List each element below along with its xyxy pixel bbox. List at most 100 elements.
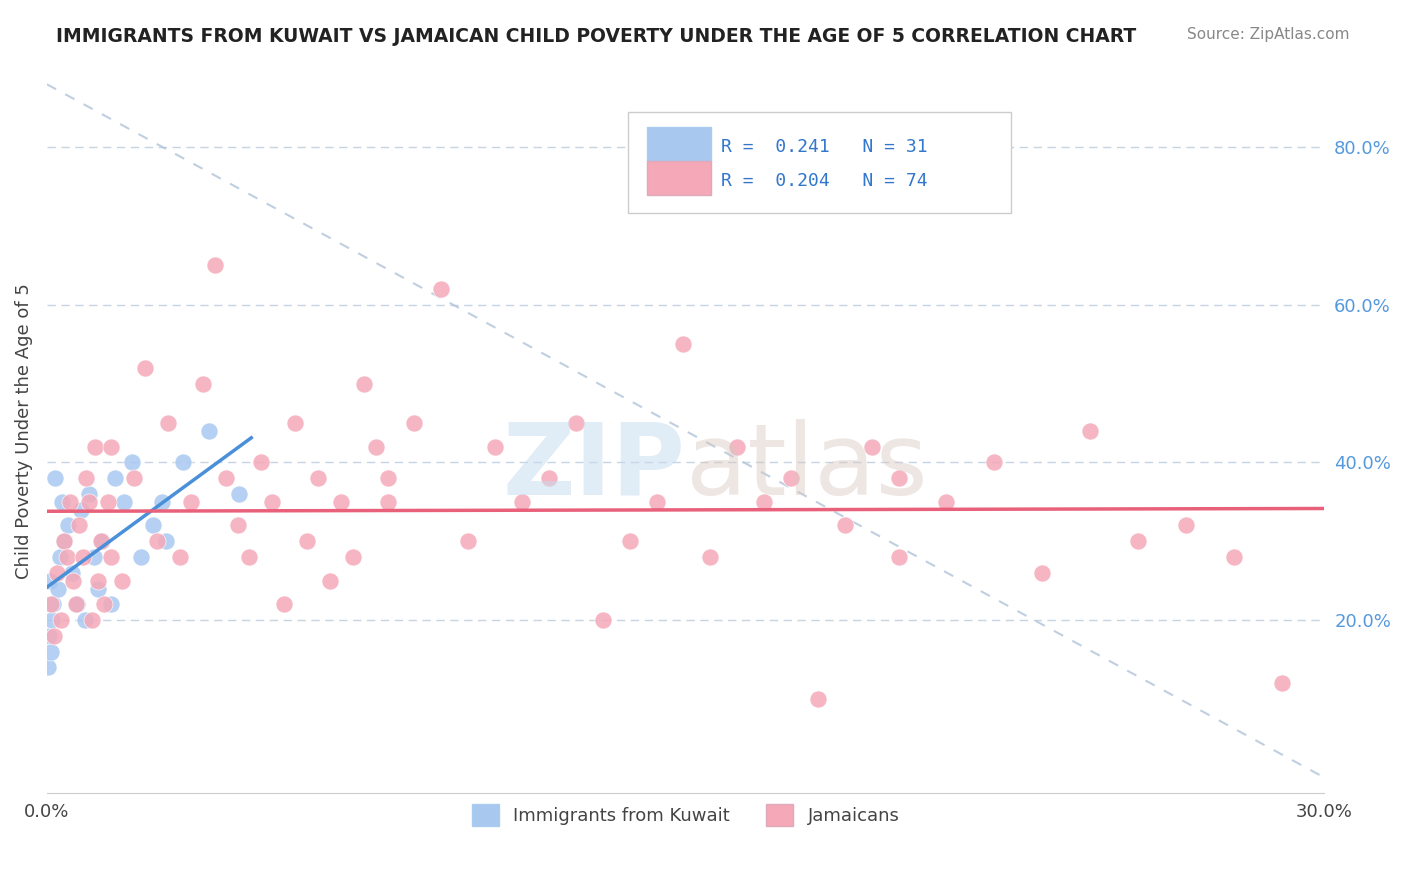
Point [49, 613, 72, 627]
Point [537, 471, 560, 485]
Point [121, 455, 143, 469]
Point [834, 518, 856, 533]
Legend: Immigrants from Kuwait, Jamaicans: Immigrants from Kuwait, Jamaicans [463, 795, 908, 835]
Point [44, 629, 66, 643]
Point [39, 574, 62, 588]
Point [39, 597, 62, 611]
Point [226, 518, 249, 533]
Point [75, 613, 97, 627]
Point [353, 376, 375, 391]
Point [42, 597, 65, 611]
Point [65, 597, 87, 611]
Point [180, 495, 202, 509]
Point [46, 566, 69, 580]
Point [249, 455, 271, 469]
Point [48, 549, 70, 564]
Point [404, 416, 426, 430]
Point [273, 597, 295, 611]
Point [157, 416, 180, 430]
Point [72, 549, 94, 564]
Point [377, 471, 399, 485]
Point [52, 534, 75, 549]
Point [295, 534, 318, 549]
Point [484, 440, 506, 454]
Point [146, 534, 169, 549]
Point [1271, 676, 1294, 690]
Point [112, 495, 135, 509]
Point [93, 597, 115, 611]
Point [44, 471, 66, 485]
Point [191, 376, 214, 391]
Point [330, 495, 353, 509]
Point [215, 471, 238, 485]
Point [84, 440, 107, 454]
Point [91, 534, 114, 549]
Text: atlas: atlas [686, 418, 928, 516]
FancyBboxPatch shape [647, 127, 711, 161]
Point [284, 416, 307, 430]
Point [97, 495, 120, 509]
Point [41, 613, 63, 627]
Point [100, 440, 122, 454]
Point [342, 549, 364, 564]
Point [752, 495, 775, 509]
Text: R =  0.241   N = 31: R = 0.241 N = 31 [721, 137, 928, 156]
Point [619, 534, 641, 549]
Point [699, 549, 721, 564]
Point [377, 495, 399, 509]
Point [860, 440, 883, 454]
Point [887, 549, 910, 564]
Point [83, 549, 105, 564]
Point [87, 582, 110, 596]
Text: ZIP: ZIP [503, 418, 686, 516]
Point [510, 495, 533, 509]
Point [565, 416, 588, 430]
Text: R =  0.204   N = 74: R = 0.204 N = 74 [721, 172, 928, 190]
Point [807, 691, 830, 706]
Text: Source: ZipAtlas.com: Source: ZipAtlas.com [1187, 27, 1350, 42]
Point [197, 424, 219, 438]
Y-axis label: Child Poverty Under the Age of 5: Child Poverty Under the Age of 5 [15, 283, 32, 579]
Point [46, 582, 69, 596]
Point [62, 566, 84, 580]
Point [104, 471, 127, 485]
Point [37, 660, 59, 674]
Point [142, 518, 165, 533]
Point [79, 487, 101, 501]
Point [1126, 534, 1149, 549]
Point [983, 455, 1005, 469]
FancyBboxPatch shape [628, 112, 1011, 213]
Point [172, 455, 194, 469]
Point [90, 534, 112, 549]
Point [87, 574, 110, 588]
Point [129, 549, 152, 564]
Point [935, 495, 957, 509]
Point [672, 337, 695, 351]
Point [887, 471, 910, 485]
Point [457, 534, 479, 549]
Point [100, 549, 122, 564]
Point [364, 440, 387, 454]
Point [319, 574, 342, 588]
Point [645, 495, 668, 509]
Point [51, 495, 73, 509]
Point [238, 549, 260, 564]
Point [56, 549, 79, 564]
Point [1078, 424, 1101, 438]
Point [228, 487, 250, 501]
Point [262, 495, 284, 509]
Point [592, 613, 614, 627]
Point [169, 549, 191, 564]
Point [307, 471, 329, 485]
Point [38, 629, 60, 643]
Point [70, 502, 93, 516]
Point [1175, 518, 1198, 533]
Point [780, 471, 803, 485]
Point [430, 282, 453, 296]
Point [39, 644, 62, 658]
FancyBboxPatch shape [647, 161, 711, 195]
Point [56, 518, 79, 533]
Point [62, 574, 84, 588]
Point [725, 440, 748, 454]
Point [122, 471, 145, 485]
